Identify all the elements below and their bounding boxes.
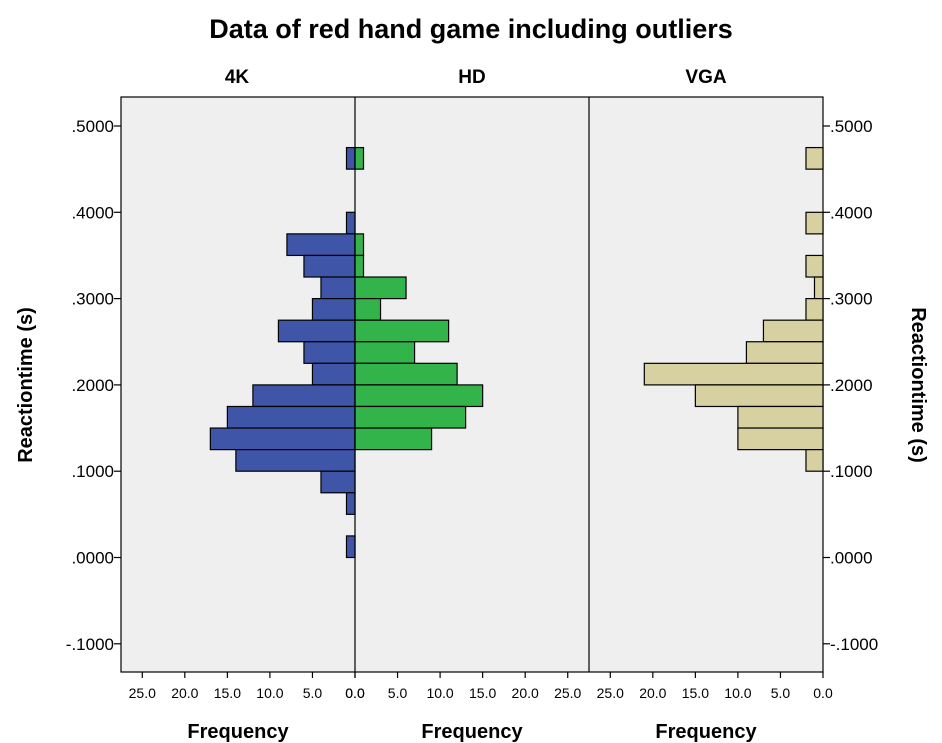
- panel-title-4k: 4K: [225, 67, 250, 88]
- x-tick-label-hd: 5.0: [388, 685, 408, 701]
- bar-hd-9: [354, 405, 467, 429]
- bar-hd-7: [354, 362, 458, 386]
- bar-vga-1: [805, 211, 824, 235]
- bar-4k-7: [303, 341, 356, 364]
- bar-vga-6: [745, 341, 824, 364]
- y-tick-label-right: .3000: [830, 290, 873, 309]
- x-tick-label-4k: 15.0: [214, 685, 241, 701]
- x-tick-label-vga: 10.0: [724, 685, 751, 701]
- x-tick-label-vga: 0.0: [813, 685, 833, 701]
- y-tick-label-left: .4000: [71, 203, 114, 222]
- bar-hd-2: [354, 254, 365, 278]
- bar-4k-15: [345, 535, 356, 559]
- bar-vga-10: [737, 427, 824, 451]
- bar-hd-6: [354, 341, 416, 364]
- y-tick-label-right: .0000: [830, 549, 873, 568]
- bar-vga-3: [813, 276, 824, 300]
- bar-vga-5: [762, 319, 824, 343]
- bar-4k-10: [226, 405, 356, 429]
- bar-vga-11: [805, 449, 824, 472]
- bar-4k-6: [277, 319, 356, 343]
- bar-4k-13: [320, 470, 356, 494]
- x-tick-label-4k: 0.0: [345, 685, 365, 701]
- bar-vga-9: [737, 405, 824, 429]
- bars-group: [209, 146, 824, 559]
- y-tick-label-right: .1000: [830, 462, 873, 481]
- y-tick-label-left: .0000: [71, 549, 114, 568]
- x-tick-label-4k: 25.0: [129, 685, 156, 701]
- bar-hd-3: [354, 276, 407, 300]
- bar-4k-2: [286, 233, 356, 257]
- y-tick-label-left: -.1000: [66, 635, 114, 654]
- x-tick-label-4k: 10.0: [256, 685, 283, 701]
- bar-4k-4: [320, 276, 356, 300]
- bar-4k-8: [311, 362, 356, 386]
- bar-vga-4: [805, 298, 824, 321]
- x-axis-label-4k: Frequency: [187, 721, 289, 743]
- bar-4k-9: [252, 384, 356, 408]
- y-tick-label-right: .5000: [830, 117, 873, 136]
- y-tick-label-right: .2000: [830, 376, 873, 395]
- x-tick-label-hd: 10.0: [426, 685, 453, 701]
- x-tick-label-4k: 20.0: [171, 685, 198, 701]
- x-tick-label-vga: 5.0: [771, 685, 791, 701]
- bar-4k-5: [311, 298, 356, 321]
- x-tick-label-4k: 5.0: [303, 685, 323, 701]
- bar-4k-3: [303, 254, 356, 278]
- y-axis-label-right: Reactiontime (s): [907, 307, 929, 463]
- y-tick-label-left: .2000: [71, 376, 114, 395]
- y-tick-label-right: .4000: [830, 203, 873, 222]
- x-axis-label-vga: Frequency: [655, 721, 757, 743]
- y-axis-label-left: Reactiontime (s): [15, 307, 37, 463]
- bar-hd-5: [354, 319, 450, 343]
- x-axis-label-hd: Frequency: [421, 721, 523, 743]
- y-tick-label-right: -.1000: [830, 635, 878, 654]
- bar-vga-7: [643, 362, 824, 386]
- x-tick-label-vga: 20.0: [639, 685, 666, 701]
- bar-4k-1: [345, 211, 356, 235]
- panel-title-vga: VGA: [685, 67, 726, 88]
- bar-4k-0: [345, 146, 356, 170]
- bar-hd-10: [354, 427, 433, 451]
- x-tick-label-hd: 20.0: [512, 685, 539, 701]
- bar-hd-0: [354, 146, 365, 170]
- bar-vga-2: [805, 254, 824, 278]
- chart-title: Data of red hand game including outliers: [209, 14, 733, 44]
- bar-hd-4: [354, 298, 382, 321]
- y-ticks-group: .5000 .5000 .4000 .4000 .3000 .3000 .2000 .2000…: [66, 117, 878, 654]
- y-tick-label-left: .1000: [71, 462, 114, 481]
- x-tick-label-hd: 15.0: [469, 685, 496, 701]
- panel-title-hd: HD: [458, 67, 485, 88]
- bar-hd-8: [354, 384, 484, 408]
- x-ticks-group: 25.0 20.0 15.0 10.0 5.0 0.0 0.0 5.0 10.0 15.0 20.0…: [129, 672, 833, 701]
- x-tick-label-vga: 25.0: [597, 685, 624, 701]
- bar-4k-12: [235, 449, 356, 472]
- y-tick-label-left: .5000: [71, 117, 114, 136]
- bar-vga-0: [805, 146, 824, 170]
- bar-4k-11: [209, 427, 356, 451]
- bar-hd-1: [354, 233, 365, 257]
- bar-vga-8: [694, 384, 824, 408]
- x-tick-label-hd: 25.0: [554, 685, 581, 701]
- x-tick-label-hd: 0.0: [345, 685, 365, 701]
- bar-4k-14: [345, 492, 356, 515]
- y-tick-label-left: .3000: [71, 290, 114, 309]
- x-tick-label-vga: 15.0: [682, 685, 709, 701]
